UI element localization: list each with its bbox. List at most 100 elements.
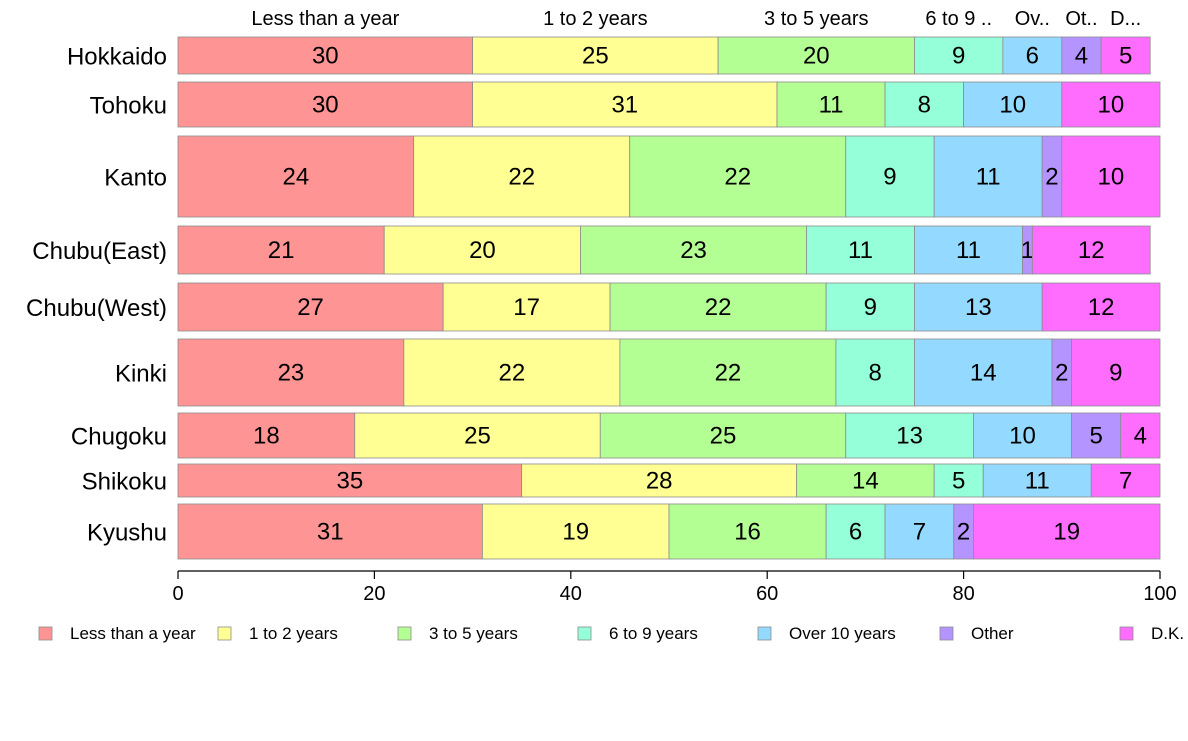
- bar-segment: [776, 81, 886, 128]
- value-label: 7: [1119, 468, 1132, 495]
- value-label: 22: [499, 360, 526, 387]
- bar-segment: [825, 503, 886, 560]
- value-label: 30: [312, 43, 339, 70]
- legend-label: Other: [971, 624, 1014, 643]
- bar-segment: [177, 36, 474, 75]
- value-label: 25: [710, 423, 737, 450]
- value-label: 9: [883, 164, 896, 191]
- value-label: 12: [1088, 294, 1115, 321]
- bar-segment: [1100, 36, 1151, 75]
- value-label: 5: [1089, 423, 1102, 450]
- legend-label: 3 to 5 years: [429, 624, 518, 643]
- value-label: 17: [513, 294, 540, 321]
- value-label: 23: [680, 237, 707, 264]
- value-label: 19: [1053, 519, 1080, 546]
- value-label: 2: [957, 519, 970, 546]
- bar-segment: [1002, 36, 1063, 75]
- bar-segment: [442, 282, 611, 332]
- x-tick-label: 60: [756, 583, 778, 605]
- bar-segment: [629, 135, 847, 218]
- value-label: 8: [918, 92, 931, 119]
- value-label: 6: [849, 519, 862, 546]
- bar-segment: [1061, 135, 1161, 218]
- value-label: 23: [278, 360, 305, 387]
- bar-segment: [914, 225, 1023, 275]
- bar-segment: [177, 338, 405, 407]
- value-label: 9: [952, 43, 965, 70]
- value-label: 30: [312, 92, 339, 119]
- value-label: 2: [1055, 360, 1068, 387]
- value-label: 25: [582, 43, 609, 70]
- value-label: 11: [1025, 468, 1050, 495]
- bar-segment: [806, 225, 915, 275]
- legend-item: 1 to 2 years: [217, 624, 338, 643]
- bar-segment: [1061, 81, 1161, 128]
- value-label: 9: [1109, 360, 1122, 387]
- x-tick-label: 100: [1143, 583, 1176, 605]
- value-label: 11: [819, 92, 844, 119]
- bar-segment: [482, 503, 670, 560]
- bar-segment: [609, 282, 827, 332]
- value-label: 9: [864, 294, 877, 321]
- legend-swatch: [38, 626, 53, 641]
- bar-row: 30 31 11 8 10 10 Tohoku: [90, 81, 1161, 128]
- x-tick-label: 80: [952, 583, 974, 605]
- bar-segment: [177, 412, 356, 459]
- value-label: 10: [1098, 92, 1125, 119]
- legend-item: Over 10 years: [757, 624, 896, 643]
- bar-segment: [1071, 338, 1161, 407]
- bar-segment: [472, 36, 719, 75]
- value-label: 14: [852, 468, 879, 495]
- legend-item: 3 to 5 years: [397, 624, 518, 643]
- category-label: Chubu(East): [32, 238, 167, 265]
- legend-swatch: [757, 626, 772, 641]
- series-top-label: Ov..: [1015, 8, 1050, 30]
- bar-segment: [914, 282, 1043, 332]
- legend-label: Over 10 years: [789, 624, 896, 643]
- bar-segment: [845, 412, 974, 459]
- value-label: 5: [952, 468, 965, 495]
- bar-segment: [668, 503, 827, 560]
- bar-segment: [982, 463, 1092, 498]
- bar-segment: [1041, 282, 1161, 332]
- value-label: 35: [336, 468, 363, 495]
- value-label: 22: [715, 360, 742, 387]
- value-label: 10: [1098, 164, 1125, 191]
- value-label: 11: [956, 237, 981, 264]
- value-label: 13: [896, 423, 923, 450]
- value-label: 7: [913, 519, 926, 546]
- bar-segment: [796, 463, 935, 498]
- bar-segment: [1120, 412, 1161, 459]
- bar-segment: [177, 503, 483, 560]
- legend-swatch: [577, 626, 592, 641]
- bar-segment: [973, 503, 1161, 560]
- value-label: 20: [469, 237, 496, 264]
- category-label: Kanto: [104, 165, 167, 192]
- value-label: 22: [705, 294, 732, 321]
- bar-segment: [580, 225, 807, 275]
- value-label: 22: [508, 164, 535, 191]
- value-label: 19: [562, 519, 589, 546]
- value-label: 12: [1078, 237, 1105, 264]
- legend-item: 6 to 9 years: [577, 624, 698, 643]
- legend-item: Less than a year: [38, 624, 196, 643]
- bar-segment: [1071, 412, 1122, 459]
- bar-segment: [177, 81, 474, 128]
- bar-segment: [472, 81, 778, 128]
- bar-row: 23 22 22 8 14 2 9 Kinki: [115, 338, 1161, 407]
- bar-segment: [963, 81, 1063, 128]
- value-label: 24: [282, 164, 309, 191]
- value-label: 2: [1045, 164, 1058, 191]
- legend-label: 1 to 2 years: [249, 624, 338, 643]
- value-label: 4: [1134, 423, 1147, 450]
- value-label: 27: [297, 294, 324, 321]
- category-label: Kyushu: [87, 520, 167, 547]
- bar-row: 30 25 20 9 6 4 5 Hokkaido: [67, 36, 1151, 75]
- bar-segment: [1061, 36, 1102, 75]
- legend-label: Less than a year: [70, 624, 196, 643]
- series-top-label: 3 to 5 years: [764, 8, 869, 30]
- value-label: 10: [1009, 423, 1036, 450]
- value-label: 16: [734, 519, 761, 546]
- bar-segment: [177, 463, 523, 498]
- value-label: 6: [1026, 43, 1039, 70]
